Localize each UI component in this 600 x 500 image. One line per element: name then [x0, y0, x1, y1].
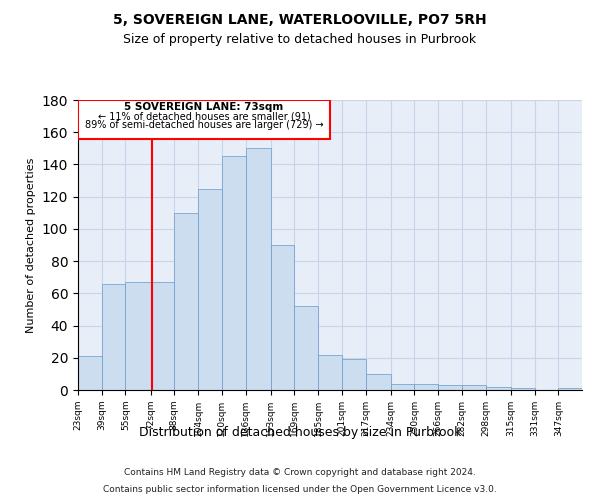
- Text: 5, SOVEREIGN LANE, WATERLOOVILLE, PO7 5RH: 5, SOVEREIGN LANE, WATERLOOVILLE, PO7 5R…: [113, 12, 487, 26]
- FancyBboxPatch shape: [78, 100, 330, 138]
- Bar: [318, 354, 342, 390]
- Text: 89% of semi-detached houses are larger (729) →: 89% of semi-detached houses are larger (…: [85, 120, 323, 130]
- Bar: [558, 388, 582, 390]
- Text: Contains HM Land Registry data © Crown copyright and database right 2024.: Contains HM Land Registry data © Crown c…: [124, 468, 476, 477]
- Bar: [102, 284, 125, 390]
- Bar: [485, 387, 511, 390]
- Bar: [222, 156, 245, 390]
- Text: Distribution of detached houses by size in Purbrook: Distribution of detached houses by size …: [139, 426, 461, 439]
- Text: ← 11% of detached houses are smaller (91): ← 11% of detached houses are smaller (91…: [98, 112, 310, 122]
- Text: 5 SOVEREIGN LANE: 73sqm: 5 SOVEREIGN LANE: 73sqm: [124, 102, 284, 113]
- Bar: [511, 388, 535, 390]
- Text: Size of property relative to detached houses in Purbrook: Size of property relative to detached ho…: [124, 32, 476, 46]
- Bar: [175, 213, 198, 390]
- Bar: [198, 188, 222, 390]
- Bar: [391, 384, 415, 390]
- Text: Contains public sector information licensed under the Open Government Licence v3: Contains public sector information licen…: [103, 484, 497, 494]
- Bar: [271, 245, 295, 390]
- Bar: [151, 282, 175, 390]
- Bar: [365, 374, 391, 390]
- Bar: [342, 360, 365, 390]
- Y-axis label: Number of detached properties: Number of detached properties: [26, 158, 36, 332]
- Bar: [78, 356, 102, 390]
- Bar: [462, 385, 485, 390]
- Bar: [295, 306, 318, 390]
- Bar: [245, 148, 271, 390]
- Bar: [125, 282, 151, 390]
- Bar: [415, 384, 438, 390]
- Bar: [438, 385, 462, 390]
